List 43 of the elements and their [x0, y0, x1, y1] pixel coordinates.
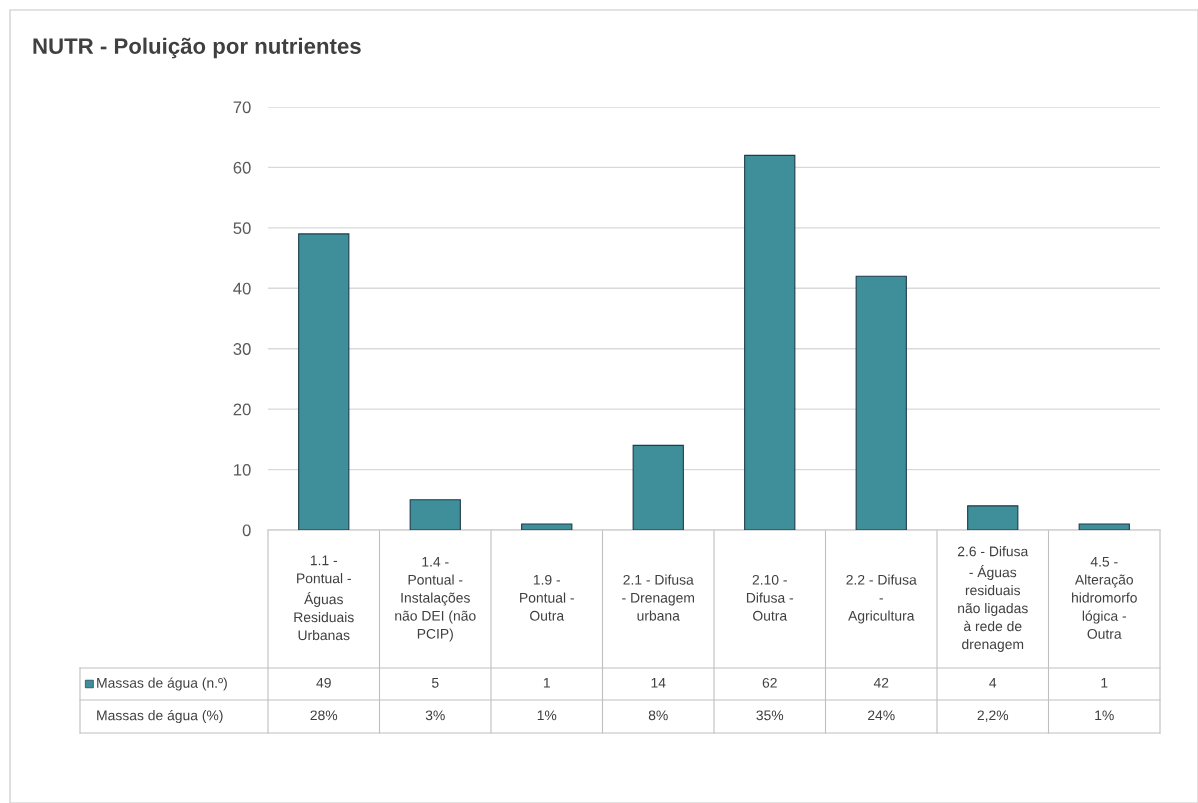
- data-label: 4: [989, 678, 997, 688]
- text: 24%: [868, 710, 895, 721]
- x-tick-label: 4.5 - Alteração hidromorfo lógica - Outra: [1072, 556, 1137, 639]
- y-tick-label: 60: [233, 161, 251, 174]
- data-label: 62: [762, 677, 777, 688]
- text: 2,2%: [977, 710, 1009, 722]
- legend-label: Massas de água (n.º): [97, 677, 227, 691]
- x-tick-label: 1.9 - Pontual - Outra: [520, 574, 574, 621]
- y-tick-label: 0: [242, 524, 251, 537]
- bar: [855, 275, 907, 530]
- x-tick-label: 2.6 - Difusa - Águas residuais não ligadas à rede de drenagem: [957, 546, 1029, 652]
- text: 28%: [310, 710, 338, 721]
- text: 3%: [425, 710, 445, 721]
- x-tick-label: 2.2 - Difusa - Agricultura: [846, 574, 917, 624]
- data-label: 1: [543, 678, 550, 688]
- bar: [298, 233, 350, 530]
- y-tick-label: 70: [233, 101, 251, 114]
- x-tick-label: 1.4 - Pontual - Instalações não DEI (não PCIP): [395, 557, 476, 642]
- bar: [744, 154, 796, 530]
- x-tick-label: 1.1 - Pontual - Águas Residuais Urbanas: [294, 555, 354, 641]
- x-tick-label: 2.10 - Difusa - Outra: [746, 574, 794, 621]
- data-label: 5: [431, 678, 439, 688]
- bar: [632, 444, 684, 530]
- bar: [409, 499, 461, 530]
- y-tick-label: 50: [233, 222, 251, 235]
- bar: [521, 523, 573, 530]
- x-tick-label: 2.1 - Difusa - Drenagem urbana: [622, 574, 694, 621]
- chart-title: NUTR - Poluição por nutrientes: [33, 37, 361, 59]
- y-tick-label: 10: [234, 463, 251, 476]
- text: 35%: [756, 710, 784, 721]
- y-tick-label: 40: [233, 282, 251, 295]
- data-label: 1: [1101, 678, 1108, 688]
- data-label: 49: [316, 677, 331, 688]
- data-label: 42: [873, 677, 889, 688]
- y-tick-label: 30: [233, 343, 251, 355]
- text: 1%: [1095, 710, 1114, 721]
- y-tick-label: 20: [233, 403, 251, 416]
- bar: [967, 505, 1019, 530]
- text: 8%: [648, 710, 668, 721]
- bar: [1078, 523, 1130, 530]
- text: 1%: [537, 710, 557, 721]
- text: Massas de água (%): [97, 709, 223, 724]
- data-label: 14: [651, 678, 666, 688]
